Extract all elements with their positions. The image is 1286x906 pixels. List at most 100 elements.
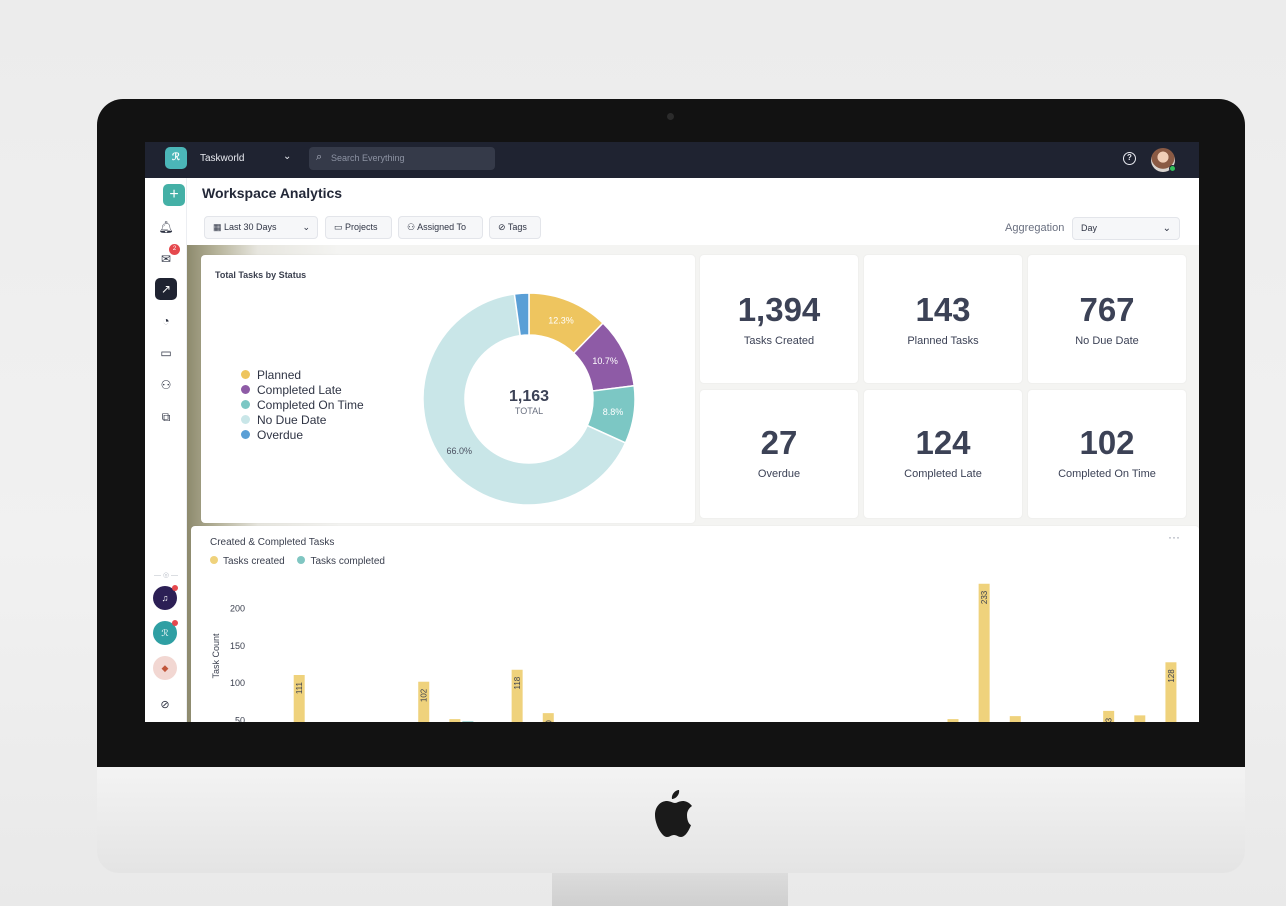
bar-tasks-created[interactable] (542, 713, 554, 722)
settings-icon[interactable]: ⊘ (160, 699, 170, 711)
chevron-down-icon[interactable]: ⌄ (283, 151, 292, 162)
music-workspace-icon[interactable]: ♫ (153, 585, 178, 610)
legend-label: Completed On Time (257, 397, 364, 412)
legend-label-completed: Tasks completed (310, 556, 385, 567)
trend-card: Created & Completed Tasks ··· Tasks crea… (191, 526, 1199, 722)
workspace-notification-dot (172, 620, 178, 626)
donut-total-value: 1,163 (509, 388, 549, 405)
legend-swatch (241, 370, 250, 379)
bar-tasks-created[interactable] (1165, 662, 1177, 722)
stat-card-planned-tasks[interactable]: 143 Planned Tasks (864, 255, 1022, 383)
status-card-title: Total Tasks by Status (215, 270, 307, 280)
workspace-name[interactable]: Taskworld (200, 153, 245, 164)
online-status-dot (1169, 165, 1176, 172)
stat-value: 102 (1079, 424, 1135, 461)
legend-item-overdue[interactable]: Overdue (241, 427, 364, 442)
legend-item-completed-late[interactable]: Completed Late (241, 382, 364, 397)
analytics-content: Total Tasks by Status Planned Completed … (187, 245, 1199, 722)
folder-icon[interactable]: ▭ (160, 346, 172, 360)
stat-label: Planned Tasks (907, 335, 979, 347)
y-tick-label: 50 (235, 716, 245, 722)
trend-card-title: Created & Completed Tasks (210, 537, 335, 548)
date-range-label: Last 30 Days (224, 222, 277, 232)
help-icon[interactable]: ? (1123, 152, 1136, 165)
people-icon[interactable]: ⚇ (160, 378, 172, 392)
legend-swatch (241, 400, 250, 409)
stat-label: Overdue (757, 468, 801, 480)
bar-tasks-created[interactable] (449, 719, 461, 722)
legend-swatch-completed (297, 556, 306, 564)
donut-slice-label: 10.7% (592, 356, 618, 366)
tag-icon: ⊘ (498, 222, 508, 232)
bar-tasks-completed[interactable] (462, 721, 474, 722)
monitor-stand (552, 873, 788, 906)
projects-filter[interactable]: ▭ Projects (325, 216, 392, 239)
legend-label: Overdue (257, 427, 304, 442)
stat-card-tasks-created[interactable]: 1,394 Tasks Created (700, 255, 858, 383)
bar-tasks-created[interactable] (1134, 715, 1146, 722)
stat-label: Completed On Time (1058, 468, 1156, 480)
search-input[interactable]: ⌕ Search Everything (309, 147, 495, 170)
legend-label: Planned (257, 367, 302, 382)
folder-share-icon[interactable]: ⧉ (161, 410, 171, 424)
bar-tasks-created[interactable] (947, 719, 959, 722)
stat-card-no-due-date[interactable]: 767 No Due Date (1028, 255, 1186, 383)
stat-value: 767 (1079, 291, 1135, 328)
assigned-to-filter-label: Assigned To (417, 222, 466, 232)
taskworld-workspace-icon[interactable]: ℛ (153, 620, 178, 645)
donut-slice-overdue[interactable] (513, 292, 530, 337)
y-tick-label: 200 (230, 603, 245, 613)
donut-slice-no-due-date[interactable] (422, 293, 627, 506)
tags-filter[interactable]: ⊘ Tags (489, 216, 541, 239)
add-button[interactable]: + (163, 184, 185, 206)
camera-dot (667, 113, 674, 120)
bar-tasks-created[interactable] (1103, 710, 1115, 722)
aggregation-label: Aggregation (1005, 222, 1065, 234)
bar-tasks-created[interactable] (1009, 716, 1021, 722)
bar-value-label: 63 (1105, 717, 1114, 722)
stat-card-completed-on-time[interactable]: 102 Completed On Time (1028, 390, 1186, 518)
stat-value: 1,394 (737, 291, 821, 328)
more-dots-icon[interactable]: ··· (1168, 530, 1180, 544)
legend-item-planned[interactable]: Planned (241, 367, 364, 382)
bell-icon[interactable]: 🔔︎ (158, 220, 174, 234)
projects-filter-label: Projects (345, 222, 378, 232)
stat-label: Tasks Created (743, 335, 815, 347)
folder-icon: ▭ (334, 222, 346, 232)
chat-icon[interactable]: ✉︎ 2 (155, 244, 180, 270)
status-card: Total Tasks by Status Planned Completed … (201, 255, 695, 523)
pie-icon[interactable]: ◔ (162, 314, 170, 328)
donut-slice-label: 66.0% (446, 446, 472, 456)
sidebar-separator: — ◎ — (154, 572, 178, 579)
search-icon: ⌕ (316, 151, 323, 163)
chart-icon[interactable]: ↗ (155, 278, 177, 300)
legend-swatch (241, 415, 250, 424)
y-axis-label: Task Count (211, 633, 221, 679)
donut-total-label: TOTAL (515, 406, 543, 416)
stat-card-completed-late[interactable]: 124 Completed Late (864, 390, 1022, 518)
stat-value: 143 (915, 291, 971, 328)
aggregation-value: Day (1081, 223, 1098, 233)
bar-value-label: 233 (980, 590, 989, 604)
donut-slice-label: 8.8% (603, 407, 624, 417)
bar-tasks-created[interactable] (293, 674, 305, 722)
bar-tasks-created[interactable] (418, 681, 430, 722)
legend-item-completed-on-time[interactable]: Completed On Time (241, 397, 364, 412)
legend-label-created: Tasks created (223, 556, 285, 567)
legend-item-no-due-date[interactable]: No Due Date (241, 412, 364, 427)
date-range-filter[interactable]: ▦ Last 30 Days ⌄ (204, 216, 318, 239)
stat-label: Completed Late (904, 468, 982, 480)
legend-swatch (241, 385, 250, 394)
bar-tasks-created[interactable] (978, 583, 990, 722)
bar-tasks-created[interactable] (511, 669, 523, 722)
sidebar: + 🔔︎ ✉︎ 2 ↗ ◔ ▭ ⚇ ⧉ — ◎ — ♫ ℛ ◆ ⊘ (145, 178, 187, 722)
y-tick-label: 100 (230, 678, 245, 688)
assigned-to-filter[interactable]: ⚇ Assigned To (398, 216, 483, 239)
app-logo[interactable]: ℛ (165, 147, 187, 169)
calendar-icon: ▦ (213, 222, 225, 232)
aggregation-select[interactable]: Day ⌄ (1072, 217, 1180, 240)
stat-card-overdue[interactable]: 27 Overdue (700, 390, 858, 518)
donut-slice-label: 12.3% (548, 315, 574, 325)
fox-workspace-icon[interactable]: ◆ (153, 656, 177, 680)
user-avatar[interactable] (1151, 148, 1176, 172)
